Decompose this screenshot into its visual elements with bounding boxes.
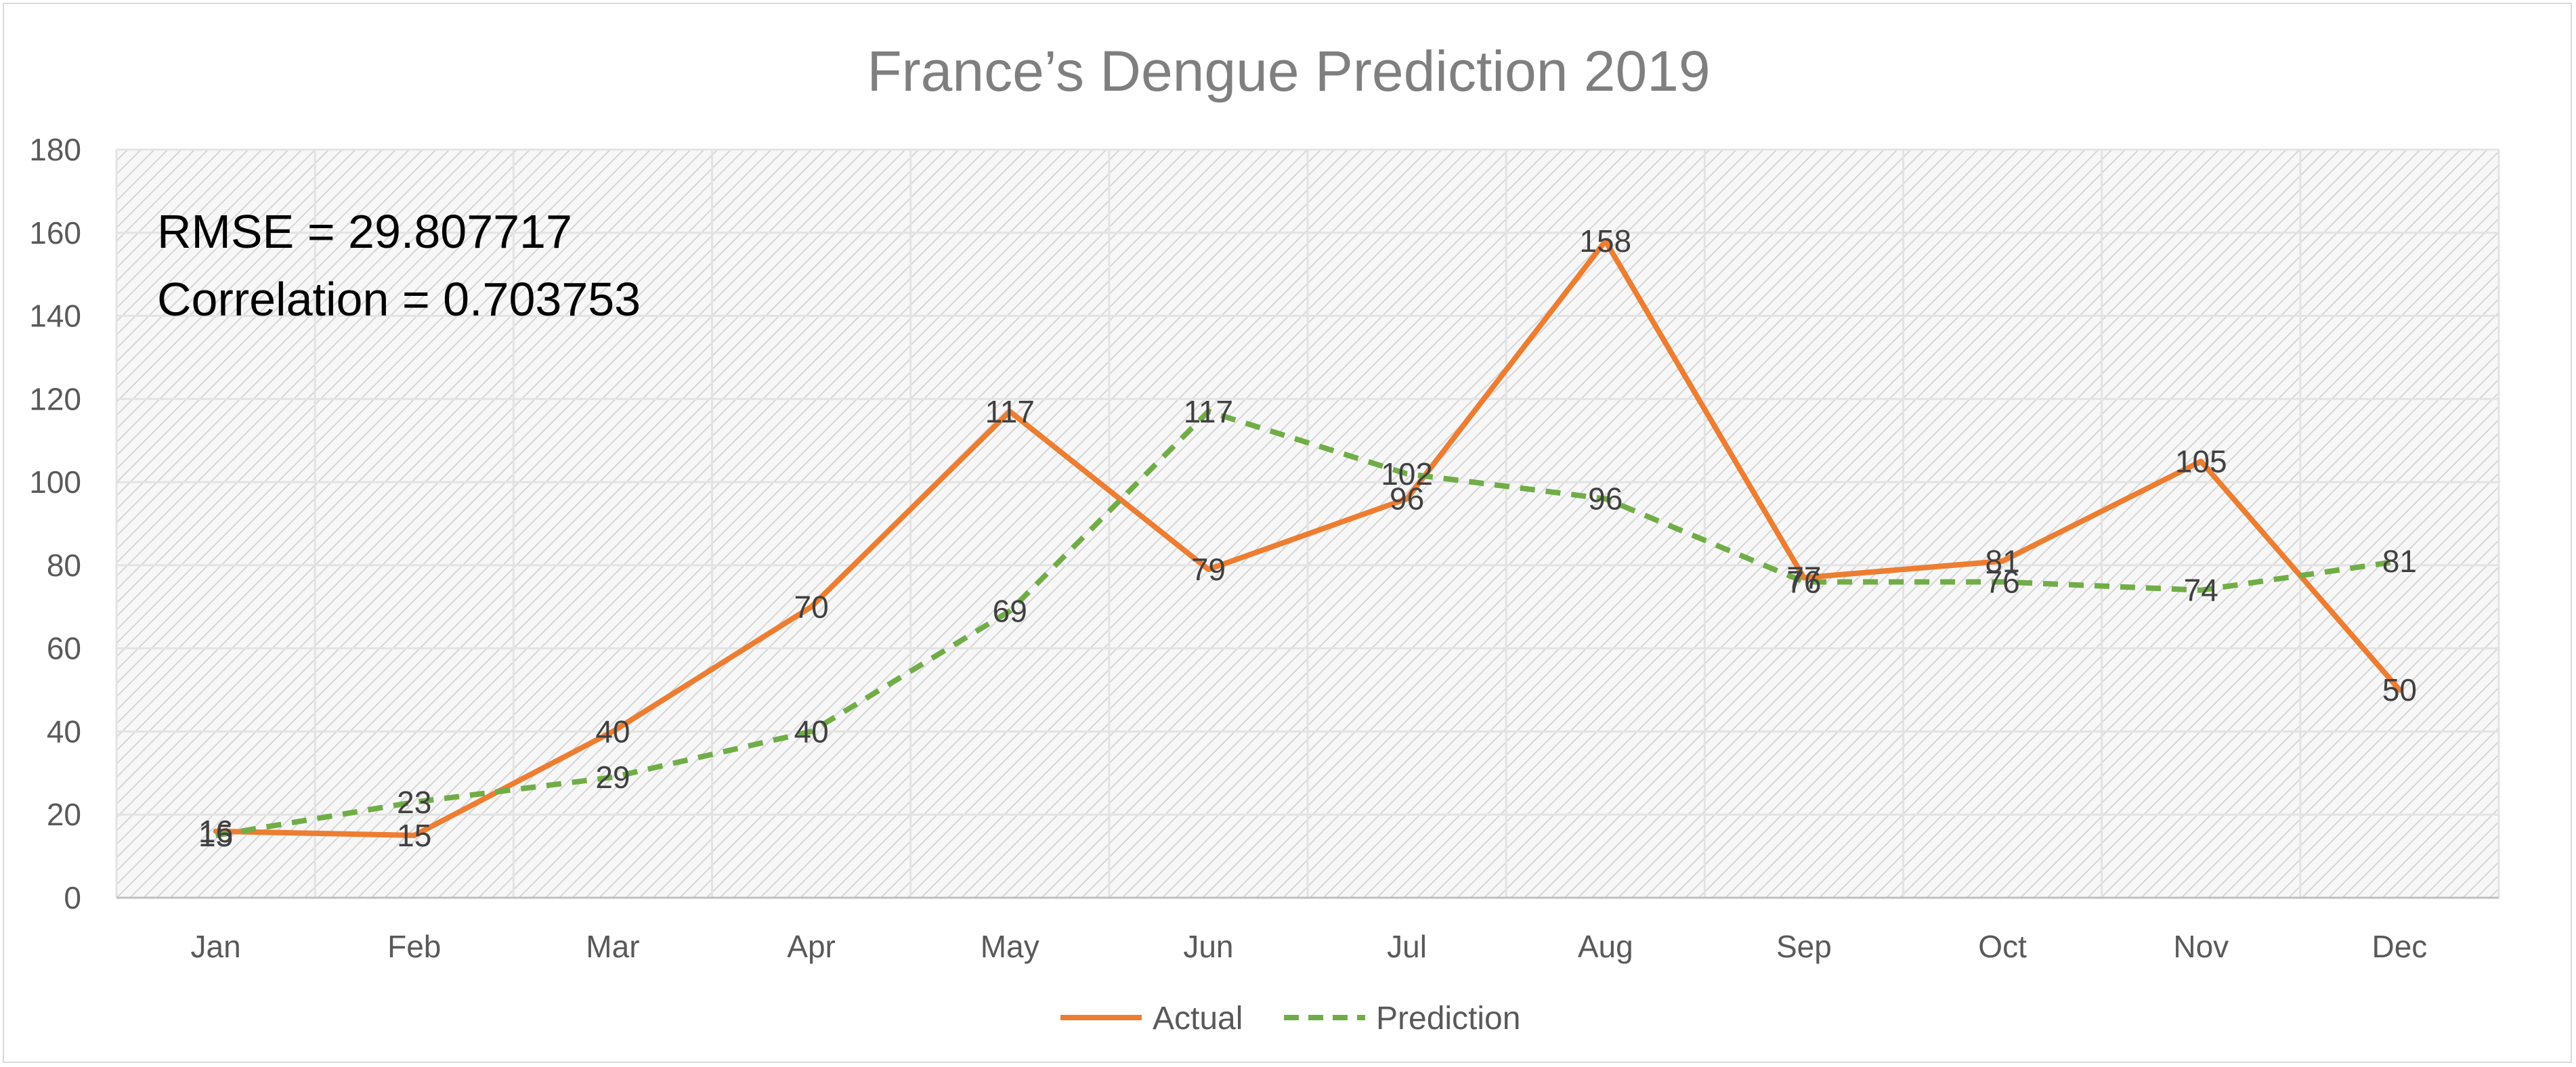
- data-label-prediction: 81: [2382, 544, 2417, 579]
- x-tick-label-apr: Apr: [787, 929, 836, 964]
- x-tick-label-sep: Sep: [1776, 929, 1832, 964]
- data-label-prediction: 76: [1786, 564, 1821, 599]
- y-tick-label: 60: [47, 631, 81, 666]
- x-tick-label-aug: Aug: [1578, 929, 1633, 964]
- y-tick-label: 40: [47, 714, 81, 749]
- chart-title: France’s Dengue Prediction 2019: [867, 39, 1710, 103]
- chart-frame: 0 20 40 60 80 100 120 140 160 180 Jan Feb Mar Apr May J…: [3, 3, 2572, 1063]
- data-label-actual: 77: [1786, 560, 1821, 595]
- annotation-correlation: Correlation = 0.703753: [157, 273, 641, 326]
- data-label-prediction: 117: [1184, 394, 1233, 429]
- data-label-prediction: 69: [993, 593, 1027, 628]
- series: [213, 238, 2403, 838]
- x-tick-label-nov: Nov: [2173, 929, 2229, 964]
- x-tick-label-mar: Mar: [586, 929, 639, 964]
- x-tick-label-may: May: [981, 929, 1039, 964]
- data-label-prediction: 102: [1381, 456, 1433, 492]
- data-label-actual: 15: [397, 818, 431, 853]
- y-tick-label: 0: [64, 880, 81, 915]
- data-label-prediction: 40: [794, 714, 828, 749]
- data-label-actual: 40: [595, 714, 630, 749]
- x-tick-label-jan: Jan: [190, 929, 240, 964]
- y-tick-label: 180: [29, 132, 81, 167]
- line-chart: 0 20 40 60 80 100 120 140 160 180 Jan Feb Mar Apr May J…: [29, 39, 2500, 1037]
- data-label-prediction: 23: [397, 785, 431, 820]
- y-tick-label: 20: [47, 797, 81, 832]
- y-tick-label: 100: [29, 464, 81, 500]
- data-label-actual: 81: [1985, 544, 2019, 579]
- y-tick-label: 120: [29, 381, 81, 416]
- data-label-actual: 96: [1390, 481, 1424, 517]
- y-tick-label: 80: [47, 548, 81, 583]
- data-label-actual: 70: [794, 589, 828, 624]
- data-label-prediction: 74: [2184, 573, 2218, 608]
- x-tick-label-oct: Oct: [1978, 929, 2027, 964]
- x-tick-label-jul: Jul: [1387, 929, 1427, 964]
- y-tick-label: 160: [29, 215, 81, 251]
- data-label-prediction: 96: [1588, 481, 1623, 517]
- data-label-actual: 79: [1191, 552, 1226, 587]
- data-label-actual: 50: [2382, 672, 2417, 707]
- data-label-prediction: 15: [198, 818, 233, 853]
- data-label-actual: 117: [985, 394, 1035, 429]
- legend-label-actual: Actual: [1153, 1001, 1243, 1037]
- gridlines: [115, 148, 2500, 898]
- y-tick-label: 140: [29, 299, 81, 334]
- data-label-actual: 105: [2175, 443, 2227, 479]
- series-line-prediction: [215, 408, 2400, 838]
- data-label-prediction: 29: [595, 760, 630, 795]
- axes: 0 20 40 60 80 100 120 140 160 180 Jan Feb Mar Apr May J…: [29, 132, 2499, 964]
- data-label-actual: 158: [1579, 223, 1631, 259]
- legend: Actual Prediction: [1060, 1001, 1520, 1037]
- x-tick-label-jun: Jun: [1183, 929, 1233, 964]
- data-label-prediction: 76: [1985, 564, 2019, 599]
- data-label-actual: 16: [198, 814, 233, 849]
- series-line-actual: [213, 238, 2403, 838]
- annotation-rmse: RMSE = 29.807717: [157, 205, 572, 258]
- legend-label-prediction: Prediction: [1376, 1001, 1520, 1037]
- x-tick-label-dec: Dec: [2372, 929, 2428, 964]
- x-tick-label-feb: Feb: [387, 929, 441, 964]
